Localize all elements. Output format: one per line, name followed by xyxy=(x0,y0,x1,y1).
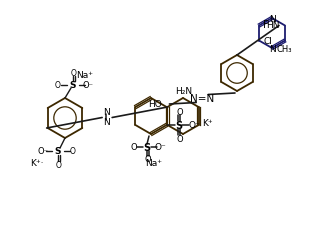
Text: O⁻: O⁻ xyxy=(83,81,94,90)
Text: H₂N: H₂N xyxy=(176,86,192,95)
Text: N: N xyxy=(103,108,110,116)
Text: N: N xyxy=(269,44,275,53)
Text: O⁻: O⁻ xyxy=(38,147,49,156)
Text: O: O xyxy=(70,147,76,156)
Text: O: O xyxy=(145,155,151,164)
Text: Na⁺: Na⁺ xyxy=(76,70,94,79)
Text: N: N xyxy=(269,14,275,23)
Text: CH₃: CH₃ xyxy=(276,45,292,54)
Text: HO: HO xyxy=(148,100,162,109)
Text: O: O xyxy=(176,134,183,143)
Text: S: S xyxy=(55,147,61,156)
Text: O⁻: O⁻ xyxy=(154,143,166,152)
Text: O: O xyxy=(176,108,183,117)
Text: HN: HN xyxy=(266,21,280,30)
Text: O: O xyxy=(71,68,77,77)
Text: N: N xyxy=(103,118,110,126)
Text: O: O xyxy=(131,143,137,152)
Text: Cl: Cl xyxy=(264,37,272,46)
Text: S: S xyxy=(70,81,76,90)
Text: O⁻: O⁻ xyxy=(188,121,200,130)
Text: O: O xyxy=(55,81,61,90)
Text: S: S xyxy=(175,121,182,131)
Text: O: O xyxy=(56,161,62,170)
Text: Na⁺: Na⁺ xyxy=(146,158,162,167)
Text: F: F xyxy=(263,20,269,30)
Text: K⁺·: K⁺· xyxy=(30,158,44,167)
Text: S: S xyxy=(143,142,151,152)
Text: K⁺: K⁺ xyxy=(202,119,213,128)
Text: N=N: N=N xyxy=(190,93,214,103)
